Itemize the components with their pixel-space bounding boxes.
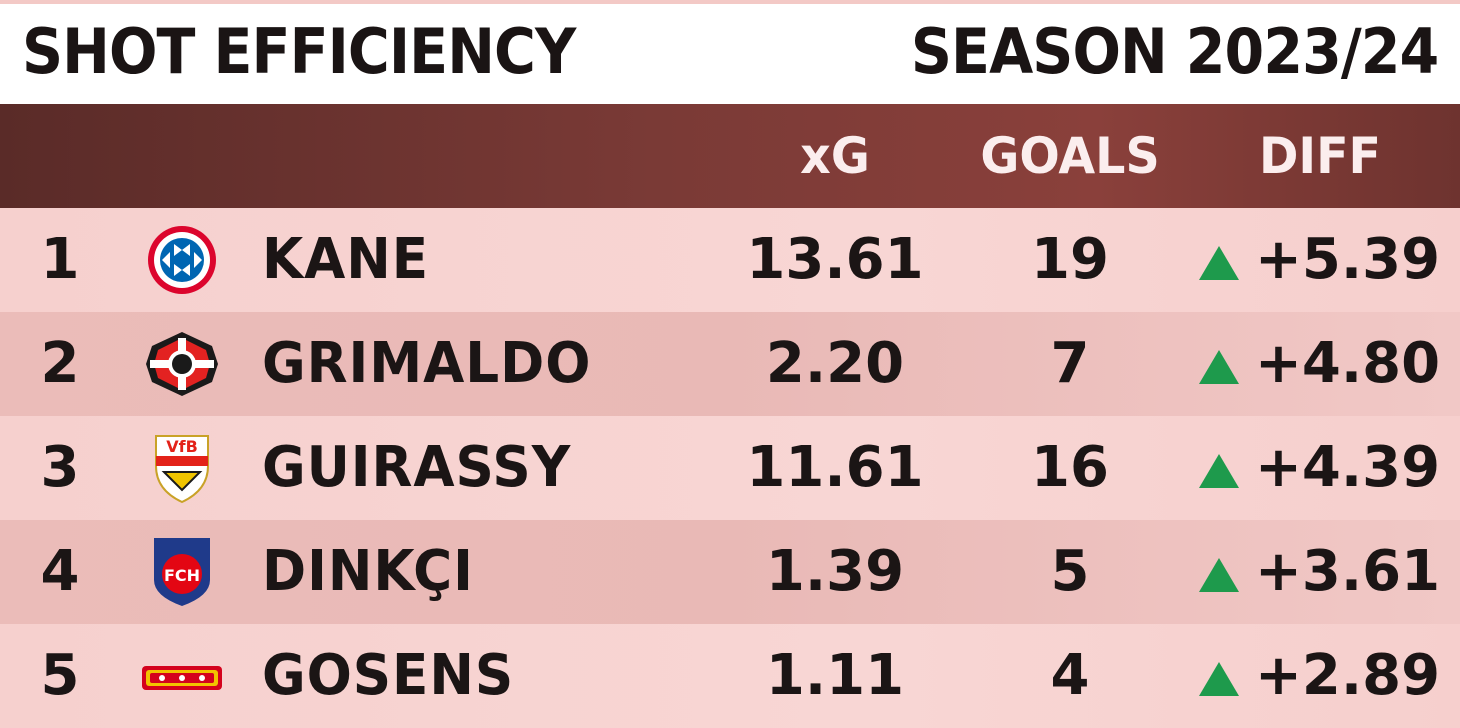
table-row: 5 GOSENS 1.11 4 +2.89 [0,624,1460,728]
player-name: DINKÇI [262,539,474,604]
rank: 4 [40,539,80,604]
heidenheim-crest-icon: FCH [154,538,210,606]
xg-value: 1.11 [765,643,905,708]
table-row: 3 VfB GUIRASSY 11.61 16 +4.39 [0,416,1460,520]
xg-value: 13.61 [746,227,924,292]
goals-value: 16 [1031,435,1109,500]
rank: 1 [40,227,80,292]
xg-value: 11.61 [746,435,924,500]
column-header-diff: DIFF [1258,127,1381,185]
svg-text:VfB: VfB [166,437,198,456]
goals-value: 7 [1050,331,1090,396]
player-name: GOSENS [262,643,515,708]
xg-value: 2.20 [765,331,905,396]
season-label: SEASON 2023/24 [910,15,1439,88]
bayer-leverkusen-crest-icon [146,332,218,396]
diff-value: +3.61 [1255,539,1441,604]
player-name: GRIMALDO [262,331,592,396]
svg-text:FCH: FCH [164,566,200,585]
diff-value: +4.80 [1255,331,1441,396]
player-name: GUIRASSY [262,435,572,500]
player-name: KANE [262,227,430,292]
rank: 2 [40,331,80,396]
rank: 3 [40,435,80,500]
vfb-stuttgart-crest-icon: VfB [155,435,209,504]
up-arrow-icon [1199,246,1239,280]
goals-value: 4 [1050,643,1090,708]
table-header: xG GOALS DIFF [0,104,1460,208]
up-arrow-icon [1199,454,1239,488]
title-bar: SHOT EFFICIENCY SEASON 2023/24 [0,0,1460,104]
up-arrow-icon [1199,558,1239,592]
diff-value: +5.39 [1255,227,1441,292]
union-berlin-crest-icon [142,666,222,690]
diff-value: +2.89 [1255,643,1441,708]
table-row: 1 KANE 13.61 19 +5.39 [0,208,1460,312]
table-row: 2 GRIMALDO 2.20 7 +4.80 [0,312,1460,416]
goals-value: 5 [1050,539,1090,604]
diff-value: +4.39 [1255,435,1441,500]
rank: 5 [40,643,80,708]
up-arrow-icon [1199,662,1239,696]
xg-value: 1.39 [765,539,905,604]
column-header-xg: xG [800,127,870,185]
page-title: SHOT EFFICIENCY [22,15,576,88]
table-row: 4 FCH DINKÇI 1.39 5 +3.61 [0,520,1460,624]
goals-value: 19 [1031,227,1109,292]
column-header-goals: GOALS [980,127,1160,185]
bayern-munich-crest-icon [148,226,216,294]
up-arrow-icon [1199,350,1239,384]
